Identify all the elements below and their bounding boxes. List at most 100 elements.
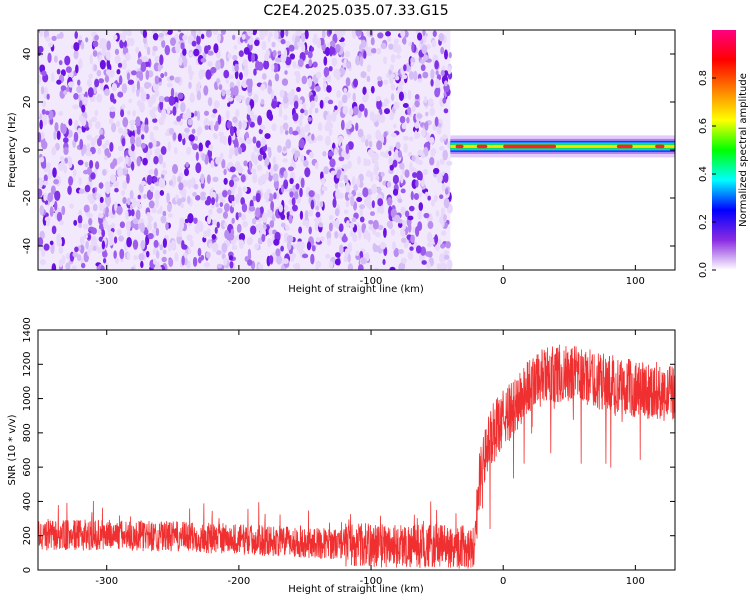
noise-blob [375, 129, 382, 141]
noise-blob [96, 137, 102, 147]
noise-blob [443, 70, 449, 77]
noise-blob [393, 214, 401, 223]
noise-blob [421, 44, 428, 55]
noise-blob [73, 131, 79, 143]
noise-blob [357, 264, 364, 270]
noise-blob [398, 91, 404, 101]
noise-blob [56, 130, 61, 140]
noise-blob [407, 89, 412, 101]
noise-blob [284, 224, 290, 231]
noise-blob [429, 107, 436, 117]
noise-blob [188, 134, 195, 142]
noise-blob [132, 109, 136, 117]
noise-blob [130, 70, 137, 76]
noise-blob [94, 109, 99, 117]
noise-blob [108, 117, 114, 125]
noise-blob [172, 164, 179, 174]
signal-peak [455, 144, 464, 149]
noise-blob [170, 240, 176, 250]
snr-y-tick-label: 1400 [22, 317, 33, 342]
noise-blob [406, 65, 411, 71]
noise-blob [152, 258, 157, 265]
noise-blob [443, 214, 447, 222]
noise-blob [274, 73, 280, 82]
noise-blob [326, 75, 332, 83]
noise-blob [127, 251, 131, 261]
noise-blob [350, 195, 355, 207]
noise-blob [81, 104, 86, 113]
noise-blob [282, 158, 288, 163]
noise-blob [315, 205, 320, 211]
noise-blob [345, 182, 351, 193]
noise-blob [189, 92, 195, 104]
noise-blob [48, 42, 53, 48]
noise-blob [242, 220, 248, 228]
noise-blob [389, 145, 394, 152]
snr-x-tick-label: 0 [500, 576, 506, 587]
noise-blob [344, 248, 349, 259]
noise-blob [200, 254, 205, 261]
noise-blob [289, 53, 296, 60]
noise-blob [172, 106, 177, 116]
noise-blob [376, 98, 382, 110]
noise-blob [131, 83, 136, 94]
noise-blob [102, 220, 108, 229]
noise-blob [213, 100, 220, 109]
noise-blob [351, 30, 357, 39]
noise-blob [243, 160, 248, 167]
noise-blob [140, 187, 144, 193]
noise-blob [410, 61, 415, 67]
noise-blob [352, 234, 358, 242]
noise-blob [116, 205, 123, 215]
noise-blob [401, 237, 407, 243]
noise-blob [282, 258, 289, 265]
noise-blob [301, 253, 309, 259]
noise-blob [200, 195, 207, 201]
noise-blob [267, 148, 272, 159]
noise-blob [335, 43, 341, 53]
noise-blob [304, 49, 309, 56]
noise-blob [255, 207, 261, 218]
noise-blob [280, 222, 286, 228]
noise-blob [87, 87, 94, 98]
noise-blob [400, 174, 404, 184]
noise-blob [182, 48, 187, 56]
noise-blob [99, 134, 105, 140]
noise-blob [194, 110, 198, 117]
signal-band [450, 144, 675, 148]
noise-blob [146, 46, 151, 56]
noise-blob [229, 81, 235, 89]
noise-blob [422, 71, 429, 79]
noise-blob [100, 265, 105, 270]
noise-blob [416, 113, 423, 119]
noise-blob [234, 194, 240, 204]
noise-blob [376, 186, 382, 194]
noise-blob [261, 41, 267, 51]
noise-blob [58, 162, 65, 172]
noise-blob [131, 197, 137, 208]
noise-blob [225, 79, 230, 84]
noise-blob [168, 180, 173, 186]
noise-blob [322, 151, 327, 157]
noise-blob [423, 212, 430, 219]
noise-blob [140, 61, 147, 72]
noise-blob [183, 57, 188, 68]
noise-blob [390, 229, 396, 236]
noise-blob [47, 192, 54, 203]
noise-blob [334, 148, 338, 155]
noise-blob [98, 78, 105, 84]
noise-blob [102, 169, 107, 176]
noise-blob [316, 135, 324, 142]
figure-title: C2E4.2025.035.07.33.G15 [263, 3, 448, 19]
noise-blob [425, 111, 429, 117]
noise-blob [264, 53, 270, 62]
noise-blob [60, 69, 66, 77]
noise-blob [92, 187, 96, 194]
noise-blob [197, 30, 202, 37]
noise-blob [101, 229, 106, 238]
noise-blob [114, 48, 120, 55]
snr-panel: -300 -200 -100 0 100 0 200 400 600 800 1000 1200 14… [7, 317, 676, 595]
noise-blob [426, 231, 433, 243]
noise-blob [283, 205, 289, 212]
noise-blob [401, 230, 406, 236]
